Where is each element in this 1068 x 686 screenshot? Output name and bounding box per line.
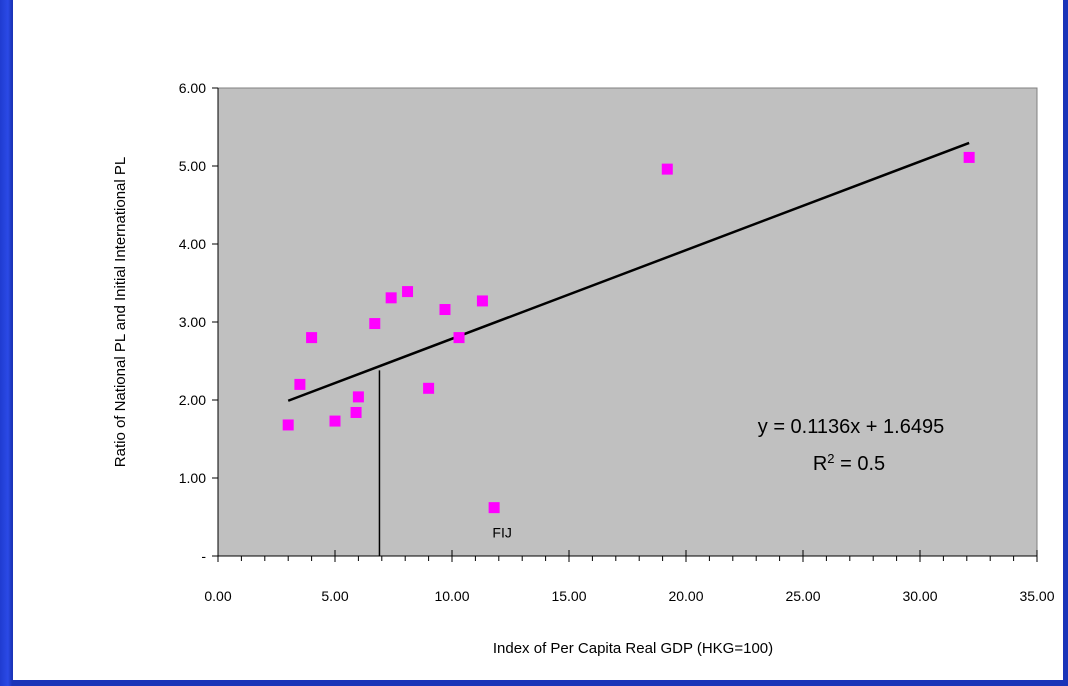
y-tick-label: 1.00 [179, 470, 206, 486]
r2-value: = 0.5 [835, 453, 886, 475]
plot-area [217, 87, 1038, 557]
x-tick-label: 20.00 [668, 588, 703, 604]
data-point [294, 378, 306, 390]
data-point [439, 304, 451, 316]
r2-label: R [813, 453, 827, 475]
data-point [350, 406, 362, 418]
slide-canvas: 0.00 5.00 10.00 15.00 20.00 25.00 30.00 35.00 -… [13, 0, 1063, 680]
point-label: FIJ [492, 525, 511, 541]
y-tick-label: 2.00 [179, 392, 206, 408]
data-point [329, 415, 341, 427]
scatter-chart: 0.00 5.00 10.00 15.00 20.00 25.00 30.00 35.00 -… [112, 80, 1055, 657]
x-tick-label: 0.00 [204, 588, 231, 604]
data-point [661, 163, 673, 175]
x-tick-label: 25.00 [785, 588, 820, 604]
axis-ticks [212, 87, 1038, 562]
x-tick-label: 30.00 [902, 588, 937, 604]
data-point [476, 295, 488, 307]
data-point [306, 332, 318, 344]
y-tick-label: - [201, 548, 206, 564]
data-point [488, 502, 500, 514]
data-point [369, 318, 381, 330]
y-tick-label: 4.00 [179, 236, 206, 252]
y-tick-label: 6.00 [179, 80, 206, 96]
trendline-equation: y = 0.1136x + 1.6495 [758, 416, 944, 438]
data-point [282, 419, 294, 431]
data-point [402, 286, 414, 298]
x-tick-label: 5.00 [321, 588, 348, 604]
x-axis-title: Index of Per Capita Real GDP (HKG=100) [493, 640, 773, 657]
x-tick-label: 15.00 [551, 588, 586, 604]
y-tick-label: 5.00 [179, 158, 206, 174]
data-points [282, 151, 975, 514]
y-axis-title: Ratio of National PL and Initial Interna… [112, 157, 129, 467]
point-labels: FIJ [492, 525, 511, 541]
x-tick-label: 35.00 [1019, 588, 1054, 604]
r2-superscript: 2 [827, 451, 834, 466]
data-point [453, 332, 465, 344]
trendline [287, 141, 970, 402]
data-point [963, 151, 975, 163]
y-tick-label: 3.00 [179, 314, 206, 330]
x-tick-label: 10.00 [434, 588, 469, 604]
data-point [385, 292, 397, 304]
y-tick-labels: - 1.00 2.00 3.00 4.00 5.00 6.00 [179, 80, 207, 564]
data-point [352, 391, 364, 403]
trendline-r2: R2 = 0.5 [813, 451, 885, 476]
x-tick-labels: 0.00 5.00 10.00 15.00 20.00 25.00 30.00 35.00 [204, 588, 1054, 604]
data-point [423, 382, 435, 394]
